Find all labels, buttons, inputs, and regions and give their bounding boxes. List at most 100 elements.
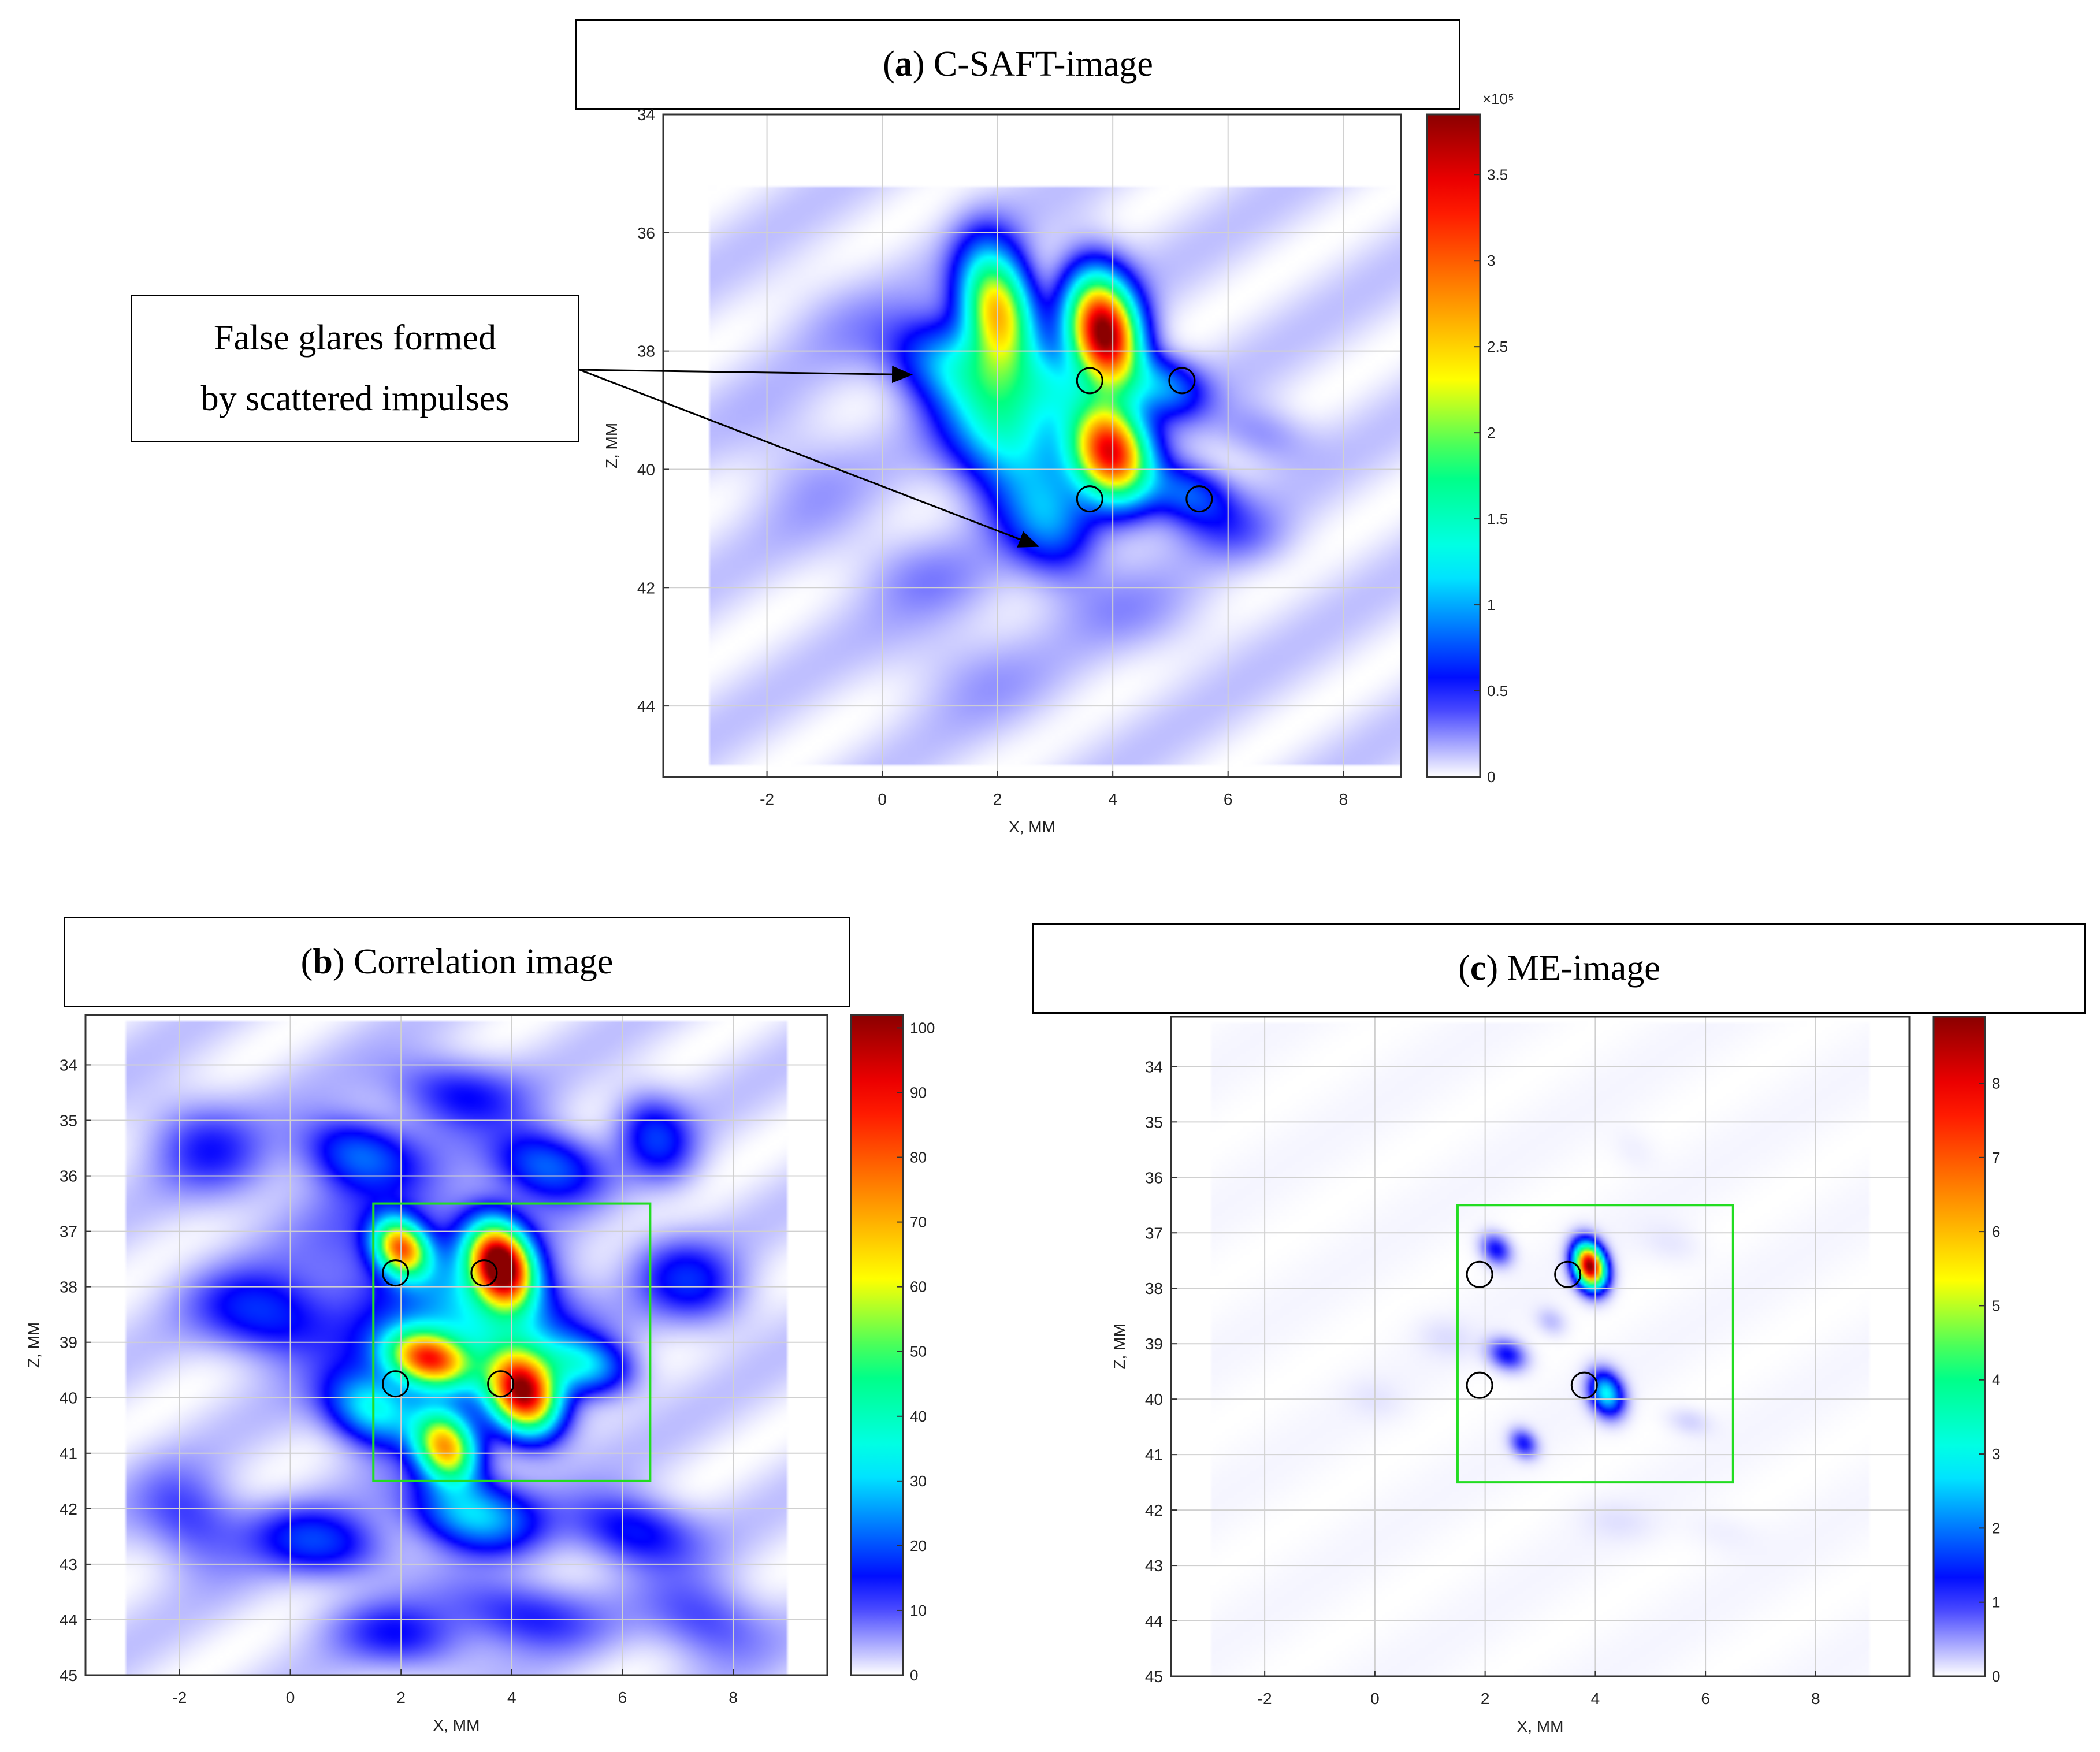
x-tick-label: 8 [729, 1688, 738, 1706]
y-tick-label: 36 [1145, 1169, 1163, 1186]
panel-c-letter: c [1470, 948, 1486, 988]
y-tick-label: 36 [637, 224, 655, 242]
colorbar-tick-label: 30 [910, 1472, 927, 1490]
y-tick-label: 38 [1145, 1279, 1163, 1297]
x-tick-label: 0 [286, 1688, 295, 1706]
panel-c-title: (c) ME-image [1032, 923, 2086, 1014]
colorbar-tick-label: 8 [1992, 1074, 2000, 1092]
y-tick-label: 35 [60, 1111, 77, 1129]
colorbar-tick-label: 6 [1992, 1223, 2000, 1240]
reflector-marker [1185, 485, 1213, 513]
colorbar-tick-label: 3 [1992, 1445, 2000, 1463]
heatmap-image [1171, 1017, 1909, 1676]
x-tick-label: 0 [878, 790, 887, 808]
y-tick-label: 44 [637, 697, 655, 715]
y-tick-label: 43 [60, 1556, 77, 1574]
colorbar-tick-label: 0 [1992, 1668, 2000, 1685]
colorbar [1932, 1016, 1986, 1677]
reflector-marker [1570, 1371, 1598, 1399]
y-tick-label: 36 [60, 1167, 77, 1185]
callout-arrow [579, 366, 913, 384]
colorbar-tick-label: 3 [1487, 252, 1495, 269]
colorbar-tick-label: 0.5 [1487, 682, 1508, 700]
callout-arrows [579, 366, 1040, 548]
reflector-marker [1554, 1260, 1582, 1288]
callout-line-2: by scattered impulses [200, 379, 510, 418]
y-tick-label: 42 [1145, 1501, 1163, 1519]
false-glares-callout: False glares formed by scattered impulse… [131, 295, 579, 442]
roi-rectangle [372, 1202, 652, 1482]
y-tick-label: 38 [637, 343, 655, 360]
colorbar-tick-label: 2 [1487, 424, 1495, 441]
x-tick-label: 2 [396, 1688, 406, 1706]
colorbar-tick-label: 20 [910, 1537, 927, 1554]
x-tick-label: -2 [1258, 1690, 1272, 1708]
y-axis-label: Z, MM [25, 1322, 43, 1368]
panel-b-chart: -2 0 2 4 6 8 34 35 36 37 38 39 40 41 42 43 44 45 X, MM Z, M… [25, 1014, 935, 1734]
y-tick-label: 40 [60, 1389, 77, 1407]
colorbar-tick-label: 1 [1992, 1594, 2000, 1611]
y-tick-label: 35 [1145, 1113, 1163, 1131]
x-axis-label: X, MM [1517, 1717, 1564, 1735]
reflector-marker [382, 1370, 410, 1398]
x-tick-label: 6 [618, 1688, 627, 1706]
panel-b-title: (b) Correlation image [64, 917, 850, 1007]
reflector-marker [1466, 1260, 1493, 1288]
y-axis-label: Z, MM [603, 423, 620, 468]
x-tick-label: 4 [1108, 790, 1117, 808]
x-tick-label: 6 [1701, 1690, 1710, 1708]
y-tick-label: 37 [1145, 1224, 1163, 1242]
x-tick-label: 2 [1481, 1690, 1490, 1708]
y-tick-label: 45 [1145, 1668, 1163, 1686]
plot-frame [1170, 1016, 1911, 1677]
x-tick-label: 2 [993, 790, 1002, 808]
reflector-marker [1076, 367, 1103, 395]
y-tick-label: 34 [1145, 1058, 1163, 1076]
y-tick-label: 37 [60, 1223, 77, 1241]
reflector-marker [470, 1259, 498, 1287]
colorbar-tick-label: 80 [910, 1149, 927, 1166]
callout-arrow [579, 369, 1040, 548]
y-tick-label: 34 [60, 1056, 77, 1074]
colorbar-tick-label: 2.5 [1487, 338, 1508, 355]
x-tick-label: 6 [1224, 790, 1233, 808]
colorbar-tick-label: 1.5 [1487, 510, 1508, 527]
y-tick-label: 39 [1145, 1335, 1163, 1353]
x-tick-label: -2 [760, 790, 774, 808]
colorbar-tick-label: 1 [1487, 596, 1495, 613]
y-tick-label: 41 [60, 1445, 77, 1463]
colorbar-tick-label: 5 [1992, 1297, 2000, 1314]
colorbar-tick-label: 40 [910, 1408, 927, 1425]
colorbar-tick-label: 4 [1992, 1371, 2000, 1389]
y-tick-label: 34 [637, 106, 655, 124]
y-tick-label: 39 [60, 1334, 77, 1352]
x-tick-label: 4 [1591, 1690, 1600, 1708]
reflector-marker [1466, 1371, 1493, 1399]
colorbar-tick-label: 90 [910, 1084, 927, 1101]
colorbar-tick-label: 2 [1992, 1519, 2000, 1537]
y-tick-label: 43 [1145, 1557, 1163, 1575]
y-axis-label: Z, MM [1110, 1323, 1128, 1369]
panel-a-letter: a [894, 44, 913, 84]
callout-line-1: False glares formed [214, 318, 496, 358]
y-tick-label: 40 [637, 460, 655, 478]
reflector-marker [487, 1370, 515, 1398]
plot-frame [84, 1014, 828, 1676]
plot-frame [662, 113, 1402, 778]
panel-c-title-text: ME-image [1507, 948, 1660, 988]
x-tick-label: -2 [172, 1688, 187, 1706]
x-axis-label: X, MM [1009, 818, 1055, 836]
panel-a-chart: -2 0 2 4 6 8 34 36 38 40 42 44 X, MM Z, MM 0 0.5 1 1.5 2 2.… [603, 90, 1514, 836]
x-tick-label: 8 [1811, 1690, 1820, 1708]
y-tick-label: 44 [60, 1611, 77, 1629]
x-axis-label: X, MM [433, 1716, 480, 1734]
heatmap-image [663, 114, 1401, 777]
y-tick-label: 40 [1145, 1390, 1163, 1408]
colorbar-tick-label: 0 [1487, 768, 1495, 786]
colorbar-tick-label: 3.5 [1487, 166, 1508, 183]
colorbar-tick-label: 60 [910, 1278, 927, 1296]
y-tick-label: 45 [60, 1667, 77, 1684]
colorbar [1426, 113, 1481, 778]
